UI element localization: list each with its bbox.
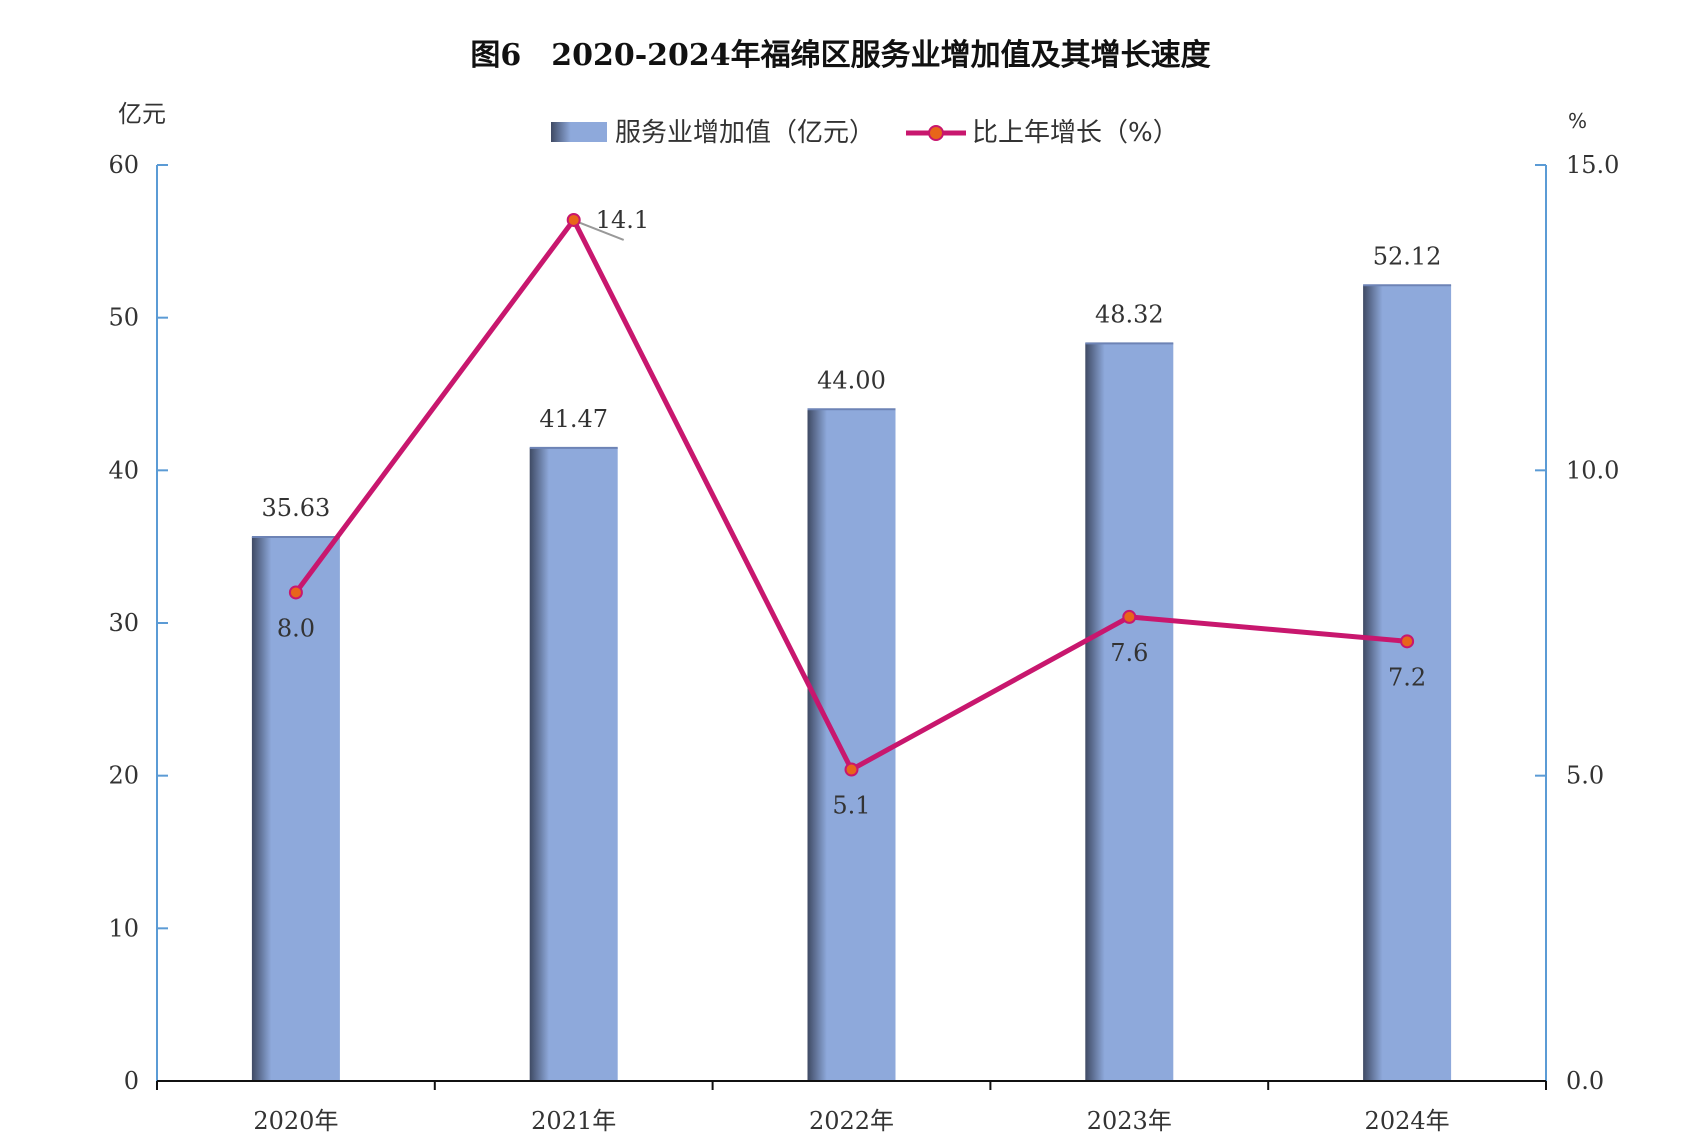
right-axis: 0.0 5.0 10.0 15.0 bbox=[1535, 151, 1619, 1095]
right-axis-tick-label: 0.0 bbox=[1566, 1067, 1604, 1095]
right-axis-tick-label: 15.0 bbox=[1566, 151, 1619, 179]
left-axis-tick-label: 50 bbox=[108, 304, 139, 332]
right-axis-tick-label: 10.0 bbox=[1566, 456, 1619, 484]
line-data-label: 7.6 bbox=[1110, 639, 1148, 667]
bar bbox=[1085, 343, 1174, 1081]
line-point bbox=[566, 212, 581, 227]
chart-title: 图6 2020-2024年福绵区服务业增加值及其增长速度 bbox=[470, 38, 1211, 73]
left-axis-tick-label: 10 bbox=[108, 914, 139, 942]
bar bbox=[1363, 285, 1452, 1081]
line-data-label: 14.1 bbox=[596, 206, 649, 234]
bar-data-label: 41.47 bbox=[539, 405, 608, 433]
bar-data-label: 52.12 bbox=[1373, 242, 1442, 270]
x-axis-tick-label: 2022年 bbox=[809, 1107, 894, 1135]
bar-data-label: 44.00 bbox=[817, 366, 886, 394]
right-axis-tick-label: 5.0 bbox=[1566, 762, 1604, 790]
bar-data-label: 35.63 bbox=[262, 494, 331, 522]
legend-line-label: 比上年增长（%） bbox=[972, 118, 1179, 148]
line-data-label: 5.1 bbox=[832, 792, 870, 820]
left-axis-tick-label: 30 bbox=[108, 609, 139, 637]
line-series: 8.0 14.1 5.1 7.6 7.2 bbox=[277, 206, 1426, 820]
x-axis-tick-label: 2020年 bbox=[253, 1107, 338, 1135]
left-axis-tick-label: 40 bbox=[108, 456, 139, 484]
bar bbox=[529, 447, 618, 1081]
line-data-label: 7.2 bbox=[1388, 663, 1426, 691]
line-point bbox=[844, 762, 859, 777]
bar-series: 35.63 41.47 44.00 48.32 52.12 bbox=[251, 242, 1452, 1081]
left-axis-tick-label: 20 bbox=[108, 762, 139, 790]
bar bbox=[807, 409, 896, 1081]
data-label-leader bbox=[577, 221, 625, 241]
left-axis-tick-label: 0 bbox=[124, 1067, 139, 1095]
left-axis: 0 10 20 30 40 50 60 bbox=[108, 151, 168, 1095]
x-axis: 2020年 2021年 2022年 2023年 2024年 bbox=[156, 1080, 1547, 1135]
legend-line-marker bbox=[928, 125, 944, 141]
line-point bbox=[1122, 609, 1137, 624]
line-data-label: 8.0 bbox=[277, 614, 315, 642]
legend: 服务业增加值（亿元） 比上年增长（%） bbox=[551, 118, 1179, 148]
bar bbox=[251, 537, 340, 1081]
line-point bbox=[1400, 634, 1415, 649]
left-axis-unit: 亿元 bbox=[118, 100, 166, 128]
legend-bar-swatch bbox=[551, 122, 607, 142]
bar-data-label: 48.32 bbox=[1095, 300, 1164, 328]
right-axis-unit: % bbox=[1568, 109, 1587, 133]
left-axis-tick-label: 60 bbox=[108, 151, 139, 179]
line-point bbox=[288, 585, 303, 600]
x-axis-tick-label: 2021年 bbox=[531, 1107, 616, 1135]
x-axis-tick-label: 2024年 bbox=[1365, 1107, 1450, 1135]
legend-bar-label: 服务业增加值（亿元） bbox=[615, 118, 875, 148]
x-axis-tick-label: 2023年 bbox=[1087, 1107, 1172, 1135]
